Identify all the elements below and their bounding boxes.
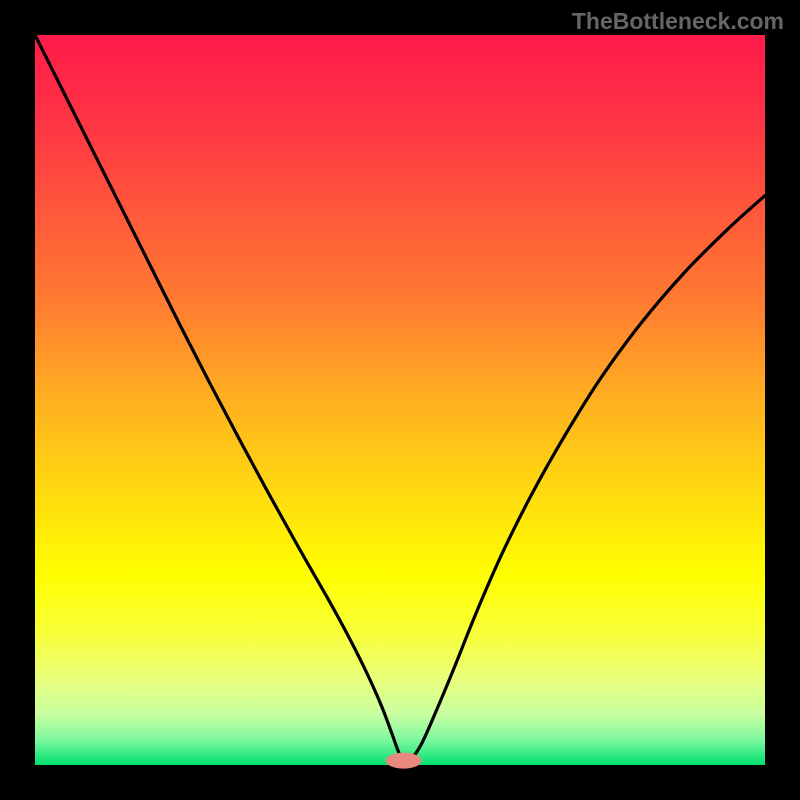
chart-svg: [0, 0, 800, 800]
plot-background: [35, 35, 765, 765]
chart-container: { "watermark": { "text": "TheBottleneck.…: [0, 0, 800, 800]
watermark-text: TheBottleneck.com: [572, 8, 784, 35]
optimum-marker: [386, 753, 422, 769]
